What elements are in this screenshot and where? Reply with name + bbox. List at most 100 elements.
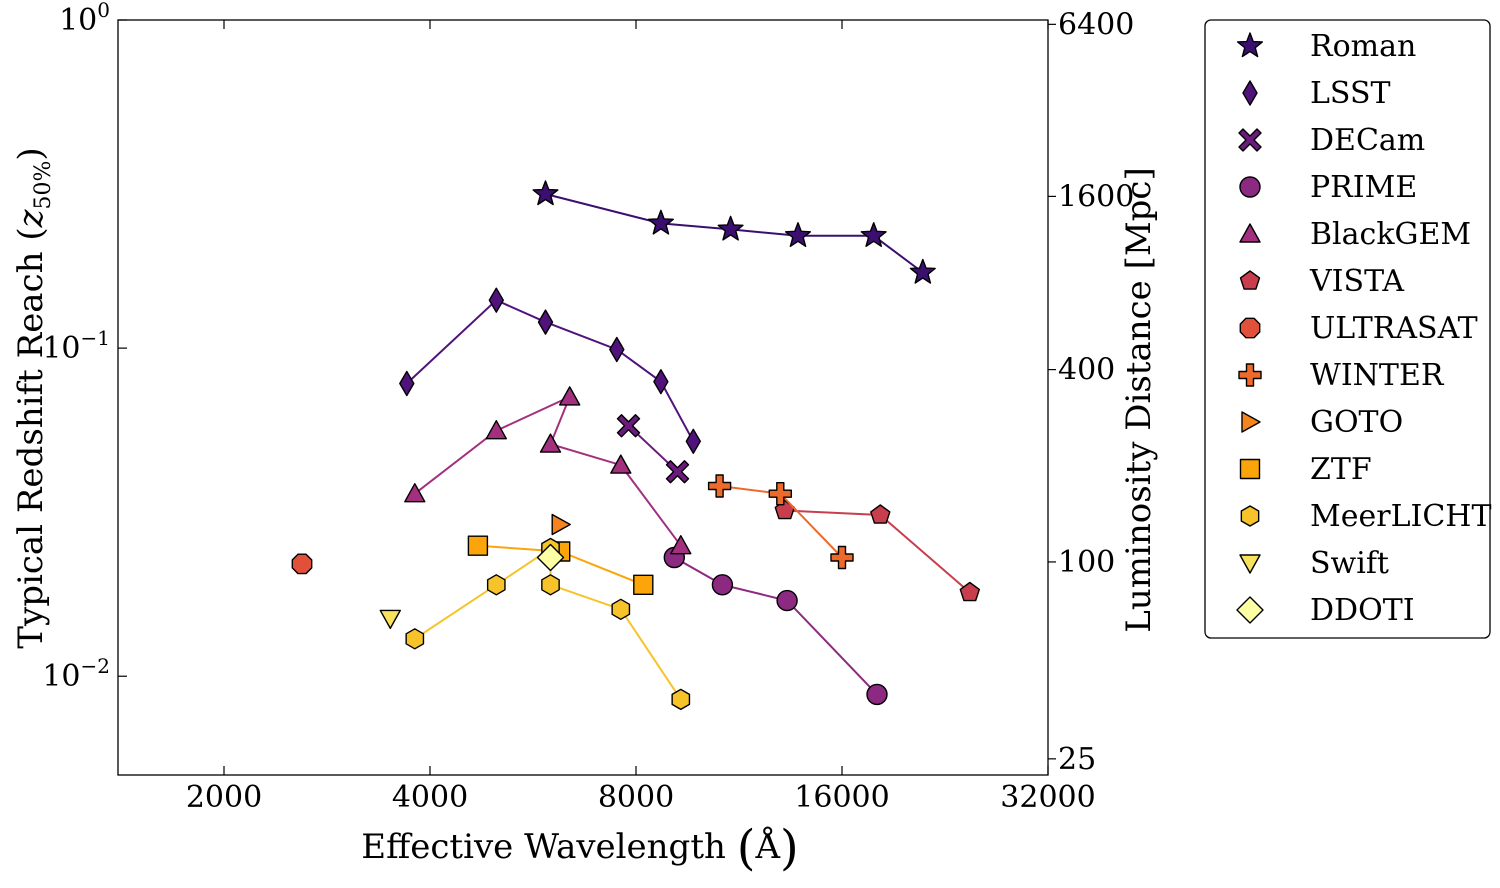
- series-line-roman: [545, 193, 924, 274]
- series-decam: [616, 414, 690, 484]
- series-blackgem: [404, 386, 692, 555]
- data-point-blackgem: [485, 420, 507, 440]
- ticks-layer: 2000 4000 8000 16000 32000 10−2 10−1 100 6400 160…: [42, 0, 1134, 815]
- data-point-ddoti: [536, 543, 565, 572]
- legend-label: LSST: [1310, 76, 1391, 111]
- data-point-prime: [776, 589, 798, 612]
- series-line-blackgem: [414, 394, 682, 547]
- legend-marker-meerlicht: [1240, 505, 1260, 527]
- data-point-prime: [866, 683, 888, 706]
- legend-item-prime: PRIME: [1239, 170, 1417, 205]
- legend-marker-prime: [1239, 176, 1261, 198]
- series-prime: [663, 546, 888, 706]
- legend-item-ddoti: DDOTI: [1236, 593, 1415, 628]
- legend-item-winter: WINTER: [1238, 358, 1445, 393]
- data-point-lsst: [685, 428, 701, 454]
- legend-label: Roman: [1310, 29, 1416, 64]
- legend-label: GOTO: [1310, 405, 1403, 440]
- y2-tick-label: 1600: [1058, 179, 1134, 214]
- series-goto: [551, 513, 571, 536]
- legend-frame: [1204, 19, 1491, 639]
- data-point-lsst: [653, 369, 669, 395]
- y2-tick-label: 100: [1058, 545, 1115, 580]
- legend-label: MeerLICHT: [1310, 499, 1491, 534]
- data-point-blackgem: [670, 535, 692, 555]
- data-point-roman: [647, 209, 674, 235]
- legend: Roman LSST DECam PRIME BlackGEM VISTA ULTRASAT…: [1204, 19, 1491, 639]
- x-tick-label: 2000: [186, 780, 262, 815]
- y2-axis-title: Luminosity Distance [Mpc]: [1119, 167, 1159, 633]
- legend-marker-swift: [1239, 554, 1261, 574]
- data-point-winter: [707, 474, 732, 498]
- data-point-ztf: [467, 535, 489, 556]
- y-tick-label: 100: [59, 0, 110, 38]
- legend-marker-ddoti: [1236, 596, 1264, 624]
- data-point-roman: [784, 222, 812, 248]
- x-tick-label: 16000: [794, 780, 889, 815]
- data-point-meerlicht: [405, 628, 425, 650]
- x-tick-label: 32000: [1000, 780, 1095, 815]
- data-point-meerlicht: [611, 598, 631, 620]
- data-point-lsst: [609, 336, 625, 363]
- legend-marker-goto: [1241, 411, 1261, 433]
- legend-label: PRIME: [1310, 170, 1417, 205]
- legend-label: DDOTI: [1310, 593, 1415, 628]
- series-swift: [379, 609, 401, 630]
- data-point-decam: [665, 460, 690, 484]
- series-ddoti: [536, 543, 565, 572]
- plot-frame: [117, 19, 1049, 776]
- legend-marker-lsst: [1242, 80, 1258, 106]
- legend-item-ztf: ZTF: [1239, 452, 1372, 487]
- data-point-roman: [532, 180, 559, 206]
- series-line-prime: [673, 556, 878, 696]
- data-point-blackgem: [404, 483, 426, 503]
- data-point-decam: [616, 414, 641, 438]
- series-meerlicht: [405, 537, 691, 711]
- series-line-lsst: [406, 299, 695, 442]
- legend-item-swift: Swift: [1239, 546, 1389, 581]
- x-tick-label: 4000: [392, 780, 468, 815]
- y-tick-label: 10−2: [42, 654, 110, 694]
- series-layer: [291, 180, 981, 711]
- legend-item-vista: VISTA: [1239, 264, 1404, 299]
- data-point-swift: [379, 609, 401, 630]
- legend-marker-vista: [1239, 270, 1261, 290]
- legend-item-roman: Roman: [1236, 29, 1416, 64]
- data-point-roman: [717, 215, 744, 241]
- series-roman: [532, 180, 936, 284]
- legend-label: BlackGEM: [1310, 217, 1471, 252]
- data-point-blackgem: [610, 454, 632, 474]
- data-point-meerlicht: [541, 574, 560, 596]
- y-axis-title: Typical Redshift Reach (z50%): [11, 147, 56, 648]
- data-point-blackgem: [539, 433, 562, 453]
- legend-item-decam: DECam: [1238, 123, 1425, 158]
- data-point-roman: [860, 222, 887, 248]
- legend-marker-decam: [1238, 128, 1262, 152]
- legend-item-goto: GOTO: [1241, 405, 1403, 440]
- y2-tick-label: 400: [1058, 353, 1115, 388]
- data-point-lsst: [399, 370, 415, 397]
- series-line-meerlicht: [414, 546, 682, 700]
- legend-marker-ztf: [1239, 458, 1261, 480]
- legend-label: VISTA: [1309, 264, 1404, 299]
- data-point-goto: [551, 513, 571, 536]
- data-point-vista: [959, 581, 981, 602]
- legend-label: ULTRASAT: [1310, 311, 1478, 346]
- data-point-prime: [711, 574, 734, 596]
- series-lsst: [399, 287, 701, 454]
- legend-label: ZTF: [1310, 452, 1372, 487]
- legend-marker-winter: [1238, 363, 1262, 387]
- legend-label: WINTER: [1310, 358, 1445, 393]
- series-vista: [774, 499, 981, 602]
- y2-tick-label: 25: [1058, 742, 1096, 777]
- legend-item-ultrasat: ULTRASAT: [1239, 311, 1478, 346]
- data-point-winter: [830, 545, 854, 570]
- data-point-roman: [909, 258, 936, 284]
- data-point-winter: [768, 482, 792, 506]
- legend-marker-ultrasat: [1239, 317, 1261, 339]
- legend-item-blackgem: BlackGEM: [1239, 217, 1471, 252]
- legend-marker-blackgem: [1239, 223, 1261, 243]
- y-tick-label: 10−1: [42, 326, 110, 366]
- data-point-meerlicht: [671, 688, 691, 711]
